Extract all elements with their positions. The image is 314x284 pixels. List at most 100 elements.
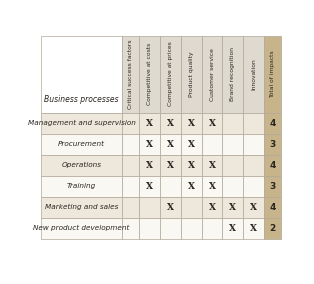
- Bar: [202, 36, 222, 113]
- Bar: [41, 176, 122, 197]
- Bar: [181, 155, 202, 176]
- Bar: [202, 155, 222, 176]
- Bar: [243, 36, 264, 113]
- Text: Product quality: Product quality: [189, 51, 194, 97]
- Text: X: X: [188, 182, 195, 191]
- Bar: [202, 218, 222, 239]
- Text: X: X: [250, 224, 257, 233]
- Text: Innovation: Innovation: [251, 58, 256, 90]
- Bar: [222, 113, 243, 134]
- Bar: [222, 155, 243, 176]
- Bar: [139, 218, 160, 239]
- Text: Customer service: Customer service: [209, 48, 214, 101]
- Bar: [243, 134, 264, 155]
- Bar: [160, 155, 181, 176]
- Bar: [41, 36, 122, 113]
- Text: Competitive at prices: Competitive at prices: [168, 42, 173, 106]
- Text: Critical success factors: Critical success factors: [128, 39, 133, 109]
- Text: Management and supervision: Management and supervision: [28, 120, 135, 126]
- Bar: [202, 134, 222, 155]
- Bar: [122, 197, 139, 218]
- Bar: [41, 218, 122, 239]
- Bar: [139, 134, 160, 155]
- Bar: [264, 113, 281, 134]
- Bar: [202, 176, 222, 197]
- Bar: [160, 113, 181, 134]
- Bar: [264, 176, 281, 197]
- Bar: [41, 197, 122, 218]
- Bar: [222, 218, 243, 239]
- Text: X: X: [146, 161, 153, 170]
- Bar: [139, 36, 160, 113]
- Text: 4: 4: [269, 119, 276, 128]
- Bar: [41, 155, 122, 176]
- Text: X: X: [208, 119, 215, 128]
- Text: Competitive at costs: Competitive at costs: [147, 43, 152, 105]
- Text: X: X: [146, 140, 153, 149]
- Text: Training: Training: [67, 183, 96, 189]
- Bar: [139, 176, 160, 197]
- Bar: [181, 36, 202, 113]
- Text: X: X: [208, 161, 215, 170]
- Text: X: X: [146, 182, 153, 191]
- Text: X: X: [208, 182, 215, 191]
- Bar: [122, 113, 139, 134]
- Text: X: X: [229, 224, 236, 233]
- Text: X: X: [167, 119, 174, 128]
- Bar: [181, 218, 202, 239]
- Bar: [122, 134, 139, 155]
- Text: 2: 2: [269, 224, 276, 233]
- Bar: [122, 176, 139, 197]
- Text: X: X: [167, 203, 174, 212]
- Bar: [160, 36, 181, 113]
- Bar: [202, 113, 222, 134]
- Bar: [160, 218, 181, 239]
- Text: 4: 4: [269, 203, 276, 212]
- Bar: [41, 134, 122, 155]
- Bar: [139, 197, 160, 218]
- Bar: [181, 134, 202, 155]
- Bar: [243, 113, 264, 134]
- Bar: [222, 176, 243, 197]
- Bar: [181, 176, 202, 197]
- Text: X: X: [188, 119, 195, 128]
- Text: X: X: [167, 161, 174, 170]
- Text: 4: 4: [269, 161, 276, 170]
- Bar: [222, 36, 243, 113]
- Bar: [264, 155, 281, 176]
- Bar: [139, 155, 160, 176]
- Bar: [243, 176, 264, 197]
- Text: Total of impacts: Total of impacts: [270, 50, 275, 98]
- Text: 3: 3: [269, 182, 276, 191]
- Bar: [264, 36, 281, 113]
- Text: Brand recognition: Brand recognition: [230, 47, 235, 101]
- Bar: [122, 218, 139, 239]
- Bar: [139, 113, 160, 134]
- Text: Business processes: Business processes: [44, 95, 119, 104]
- Bar: [264, 218, 281, 239]
- Bar: [243, 218, 264, 239]
- Bar: [122, 36, 139, 113]
- Text: Marketing and sales: Marketing and sales: [45, 204, 118, 210]
- Bar: [181, 113, 202, 134]
- Bar: [122, 155, 139, 176]
- Text: X: X: [146, 119, 153, 128]
- Bar: [160, 197, 181, 218]
- Bar: [160, 176, 181, 197]
- Bar: [264, 134, 281, 155]
- Text: New product development: New product development: [33, 225, 130, 231]
- Bar: [243, 197, 264, 218]
- Bar: [243, 155, 264, 176]
- Text: X: X: [208, 203, 215, 212]
- Text: X: X: [188, 161, 195, 170]
- Text: X: X: [250, 203, 257, 212]
- Text: X: X: [229, 203, 236, 212]
- Bar: [160, 134, 181, 155]
- Bar: [202, 197, 222, 218]
- Bar: [264, 197, 281, 218]
- Text: Procurement: Procurement: [58, 141, 105, 147]
- Text: Operations: Operations: [62, 162, 101, 168]
- Text: X: X: [167, 140, 174, 149]
- Text: X: X: [188, 140, 195, 149]
- Bar: [181, 197, 202, 218]
